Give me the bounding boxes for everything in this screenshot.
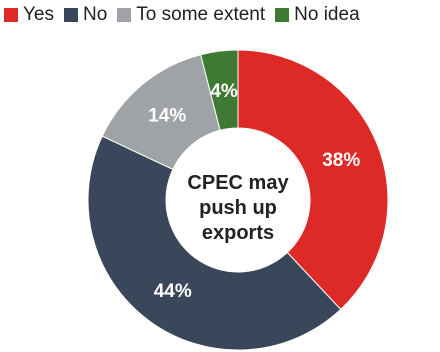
legend-item-yes: Yes — [4, 4, 54, 26]
slice-label-yes: 38% — [322, 150, 360, 171]
slice-label-to-some-extent: 14% — [148, 105, 186, 126]
legend-item-no: No — [64, 4, 107, 26]
legend: Yes No To some extent No idea — [4, 4, 360, 26]
legend-swatch-no — [64, 8, 78, 22]
center-label-line-3: exports — [202, 222, 274, 244]
legend-swatch-no-idea — [275, 8, 290, 22]
slice-label-no: 44% — [154, 281, 192, 302]
legend-label-to-some-extent: To some extent — [136, 4, 266, 25]
legend-swatch-yes — [4, 8, 18, 22]
slice-no — [87, 135, 342, 351]
legend-swatch-to-some-extent — [117, 8, 132, 22]
slice-label-no-idea: 4% — [210, 81, 238, 102]
legend-item-to-some-extent: To some extent — [117, 4, 265, 26]
donut-slices — [87, 49, 389, 351]
slice-no-idea — [200, 49, 239, 131]
legend-label-no: No — [83, 4, 108, 25]
legend-label-no-idea: No idea — [294, 4, 360, 25]
legend-item-no-idea: No idea — [275, 4, 360, 26]
center-label-line-1: CPEC may — [187, 172, 289, 194]
legend-label-yes: Yes — [23, 4, 54, 25]
center-label-line-2: push up — [199, 197, 277, 219]
slice-yes — [237, 49, 389, 311]
slice-labels: 38% 44% 14% 4% — [148, 81, 360, 302]
